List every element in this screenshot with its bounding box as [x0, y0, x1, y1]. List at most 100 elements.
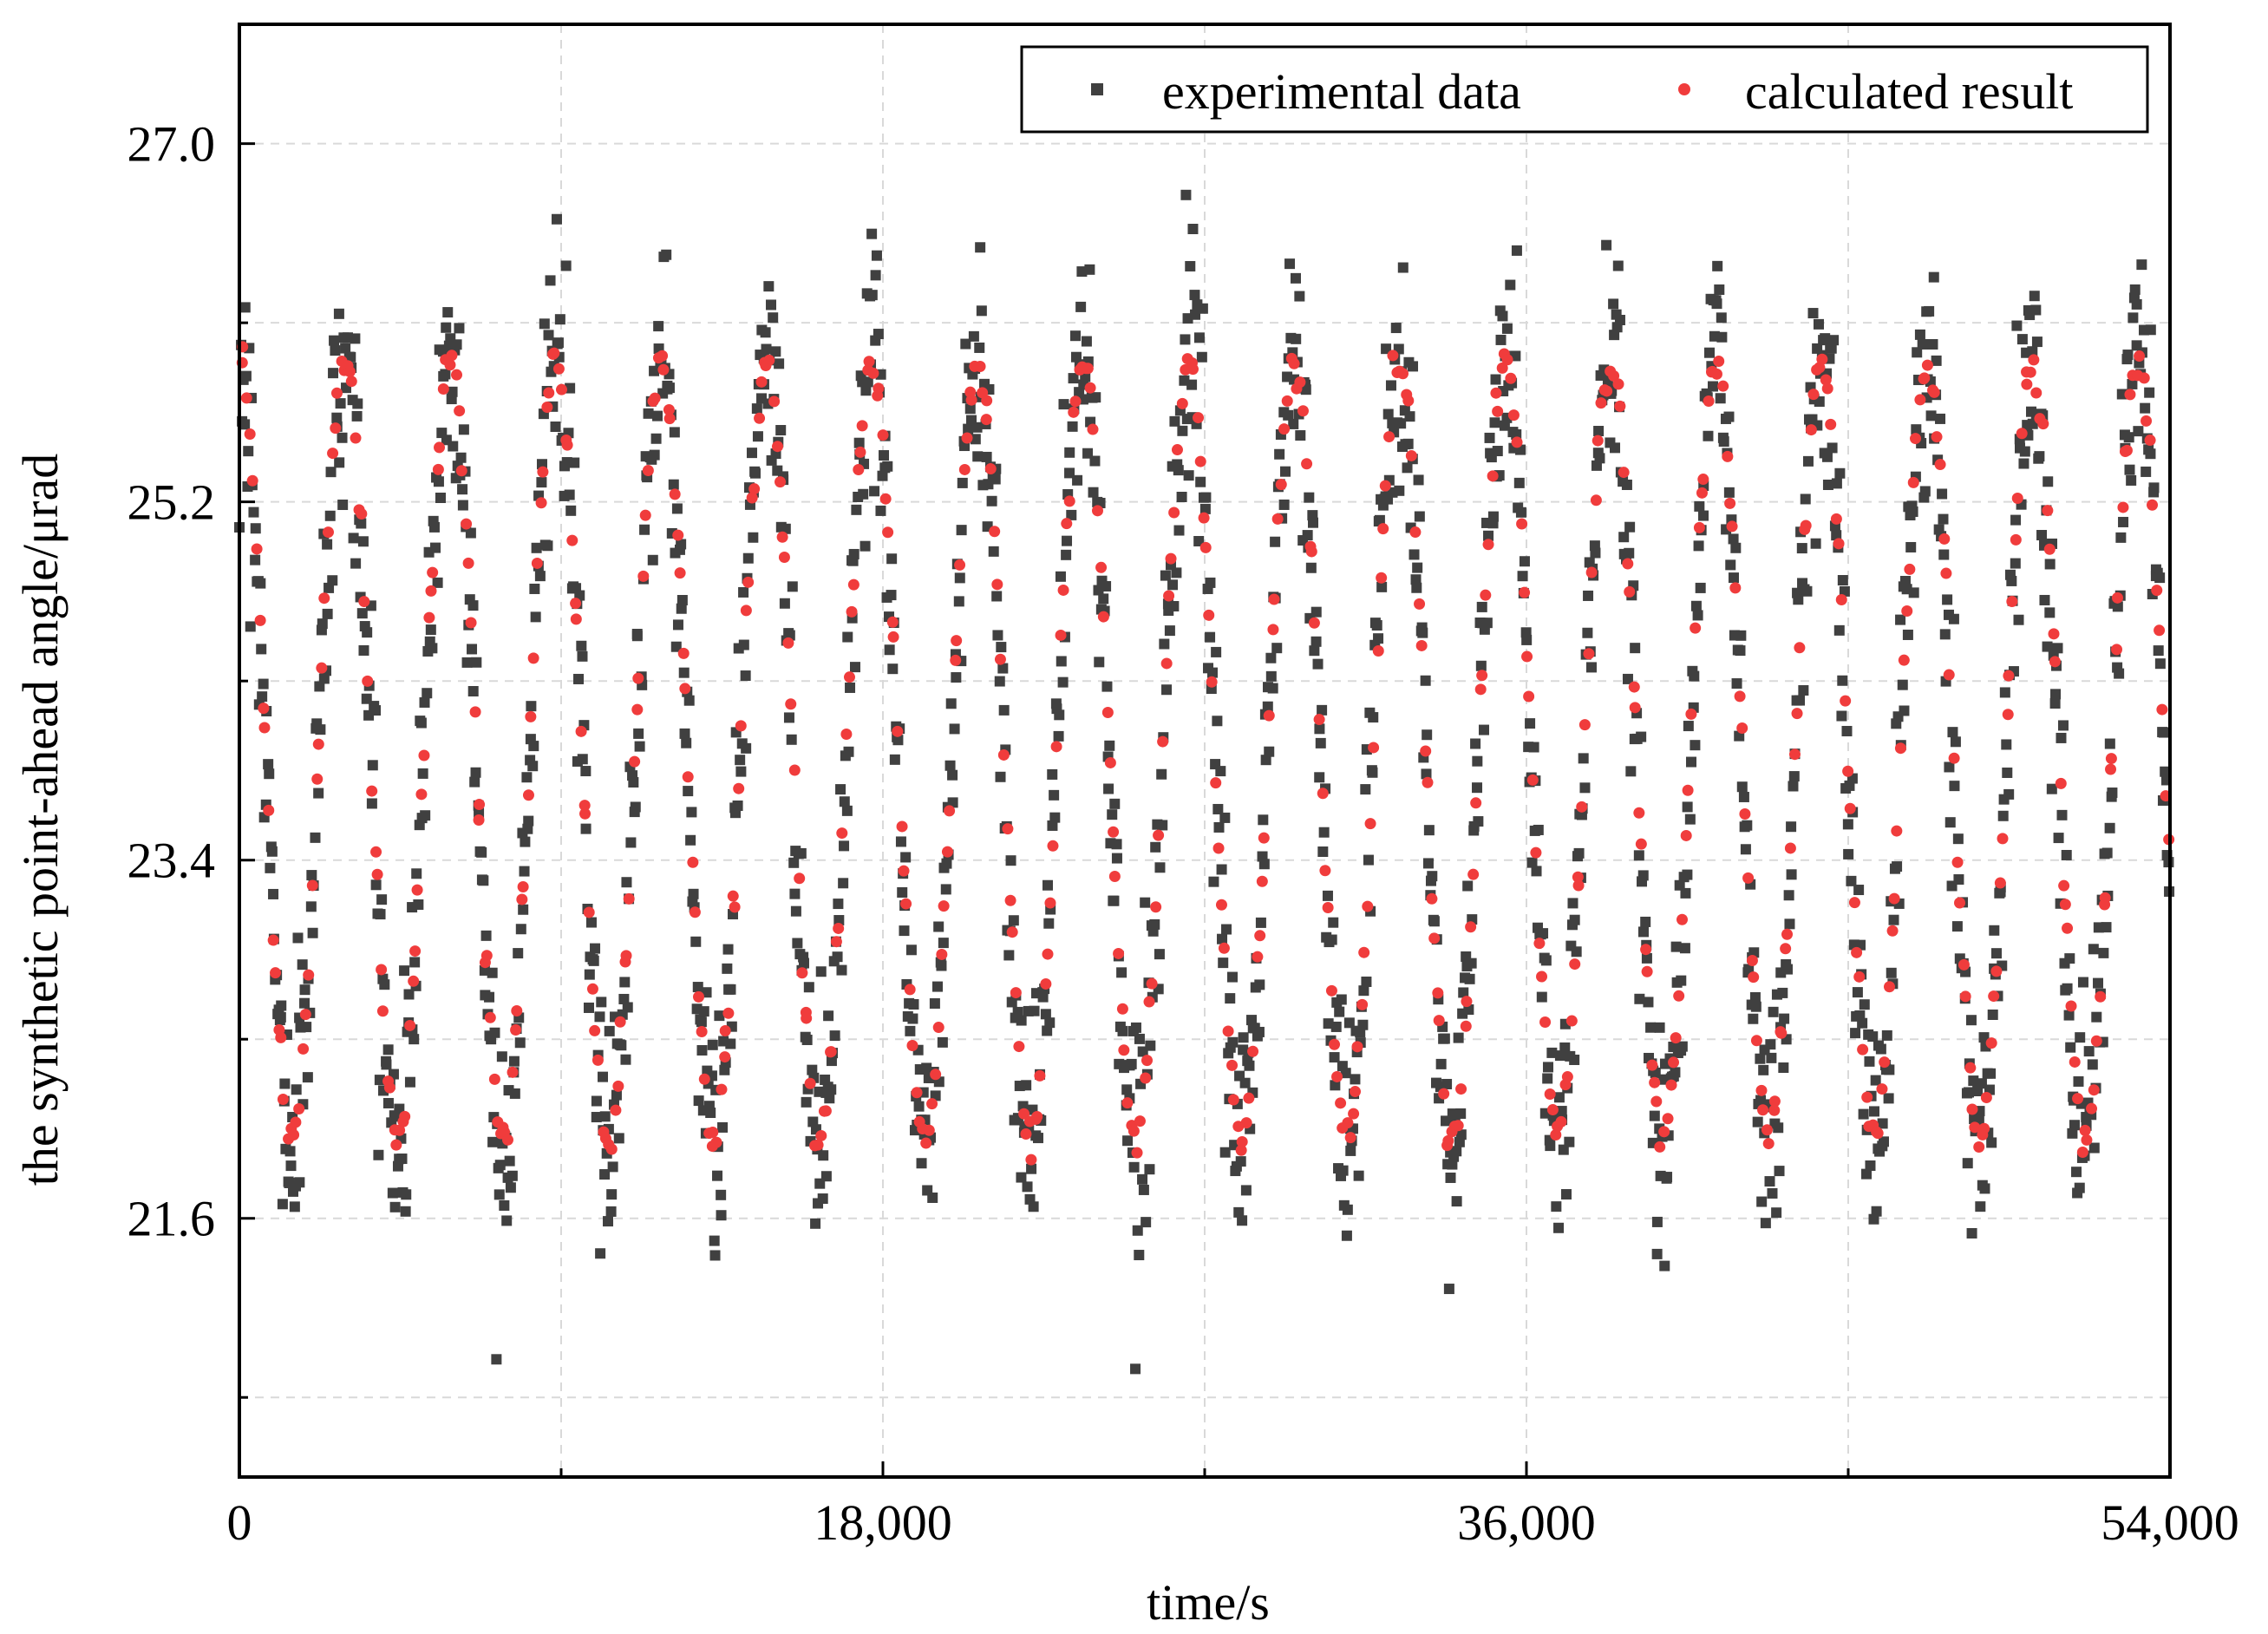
calculated-point: [1888, 892, 1900, 905]
experimental-point: [250, 523, 261, 534]
calculated-point: [1682, 784, 1694, 796]
experimental-point: [676, 594, 688, 605]
experimental-point: [1716, 312, 1727, 324]
calculated-point: [1063, 495, 1075, 507]
experimental-point: [564, 489, 575, 500]
experimental-point: [1864, 1056, 1875, 1067]
experimental-point: [499, 1199, 510, 1211]
experimental-point: [1951, 921, 1963, 932]
experimental-point: [1305, 562, 1317, 573]
calculated-point: [535, 497, 547, 509]
experimental-point: [1495, 334, 1507, 345]
calculated-point: [926, 1098, 938, 1110]
experimental-point: [947, 769, 958, 781]
experimental-point: [451, 339, 462, 350]
experimental-point: [990, 474, 1001, 485]
experimental-point: [1928, 271, 1939, 283]
calculated-point: [1061, 518, 1073, 530]
experimental-point: [1062, 535, 1073, 546]
calculated-point: [1278, 423, 1291, 435]
calculated-point: [930, 1069, 942, 1081]
experimental-point: [580, 823, 592, 834]
experimental-point: [1208, 876, 1219, 887]
calculated-point: [474, 799, 486, 811]
experimental-point: [521, 772, 533, 783]
experimental-point: [1368, 712, 1379, 723]
calculated-point: [938, 900, 950, 912]
experimental-point: [487, 1136, 499, 1147]
experimental-point: [1219, 812, 1231, 823]
experimental-point: [545, 275, 556, 286]
calculated-point: [1420, 745, 1432, 757]
experimental-point: [2044, 559, 2056, 570]
experimental-point: [507, 1170, 518, 1181]
experimental-point: [2104, 822, 2115, 833]
experimental-point: [1546, 1047, 1558, 1058]
experimental-point: [522, 823, 533, 834]
experimental-point: [1132, 1225, 1143, 1236]
experimental-point: [305, 901, 317, 912]
calculated-point: [693, 990, 705, 1003]
calculated-point: [1750, 1035, 1762, 1047]
experimental-point: [1852, 987, 1863, 998]
calculated-point: [1622, 558, 1634, 570]
experimental-point: [1695, 582, 1706, 593]
experimental-point: [350, 558, 362, 569]
experimental-point: [299, 997, 310, 1009]
experimental-point: [1858, 1108, 1869, 1120]
calculated-point: [1496, 362, 1508, 374]
experimental-point: [1569, 914, 1580, 925]
experimental-point: [900, 852, 912, 863]
experimental-point: [1833, 624, 1845, 636]
experimental-point: [895, 836, 906, 847]
calculated-point: [548, 347, 560, 359]
calculated-point: [293, 1103, 305, 1115]
calculated-point: [1319, 865, 1331, 877]
calculated-point: [589, 1024, 601, 1036]
experimental-point: [1028, 1201, 1039, 1212]
experimental-point: [1939, 629, 1951, 640]
calculated-point: [1830, 513, 1842, 525]
experimental-point: [1680, 887, 1691, 899]
calculated-point: [2086, 1102, 2098, 1114]
calculated-point: [1313, 714, 1325, 726]
legend-label-experimental: experimental data: [1162, 63, 1521, 120]
experimental-point: [843, 746, 854, 757]
calculated-point: [716, 1083, 728, 1095]
experimental-point: [1317, 846, 1329, 858]
experimental-point: [858, 488, 869, 500]
calculated-point: [1010, 987, 1022, 999]
experimental-point: [940, 884, 951, 895]
calculated-point: [1876, 1083, 1888, 1095]
calculated-point: [1978, 1122, 1990, 1134]
experimental-point: [669, 427, 680, 438]
experimental-point: [652, 410, 663, 422]
calculated-point: [771, 441, 783, 453]
experimental-point: [992, 630, 1003, 641]
experimental-point: [1651, 1248, 1663, 1259]
experimental-point: [357, 536, 369, 547]
calculated-point: [480, 950, 493, 962]
experimental-point: [419, 696, 430, 708]
experimental-point: [1005, 855, 1016, 866]
calculated-point: [1348, 1108, 1360, 1120]
experimental-point: [255, 578, 266, 589]
experimental-point: [1740, 844, 1751, 855]
experimental-point: [1640, 916, 1651, 927]
experimental-point: [591, 1112, 602, 1123]
experimental-point: [1610, 442, 1621, 454]
calculated-point: [1157, 735, 1169, 748]
experimental-point: [432, 577, 443, 588]
calculated-point: [1928, 386, 1940, 398]
calculated-point: [1467, 868, 1480, 880]
experimental-point: [1342, 1204, 1353, 1215]
experimental-point: [988, 546, 999, 557]
experimental-point: [1728, 572, 1739, 584]
calculated-point: [1729, 582, 1742, 594]
experimental-point: [1003, 950, 1015, 961]
experimental-point: [905, 1025, 916, 1036]
calculated-point: [1592, 435, 1604, 447]
calculated-point: [462, 557, 474, 569]
calculated-point: [1050, 741, 1062, 753]
calculated-point: [1914, 394, 1926, 406]
